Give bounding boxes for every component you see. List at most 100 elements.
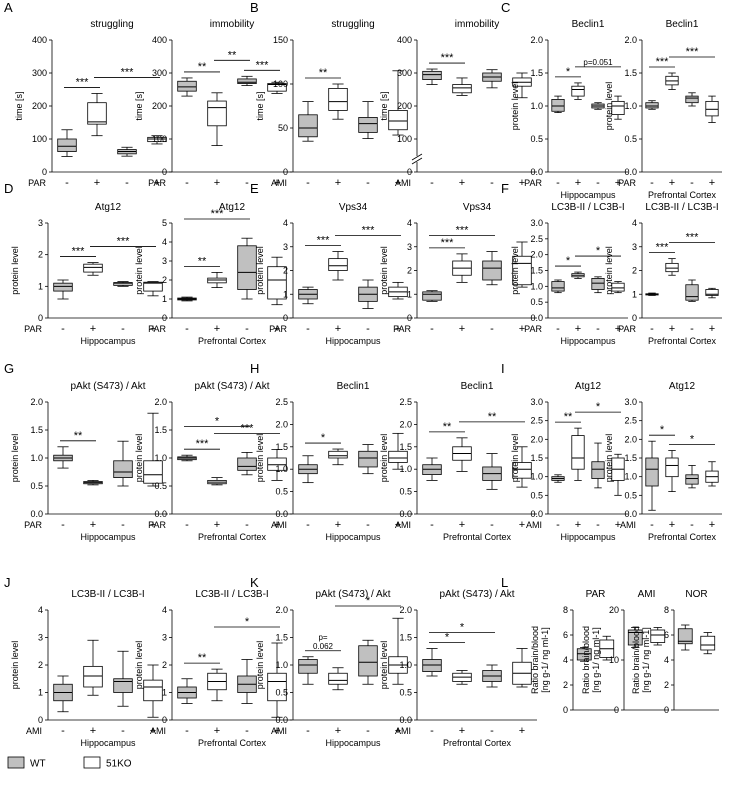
significance-label: p= bbox=[318, 633, 327, 642]
y-tick-label: 1.5 bbox=[530, 266, 543, 276]
box-3 bbox=[482, 664, 502, 688]
y-tick-label: 2.0 bbox=[530, 434, 543, 444]
box-iqr bbox=[267, 672, 287, 702]
y-axis-label: protein level bbox=[134, 434, 144, 483]
y-tick-label: 4 bbox=[563, 655, 568, 665]
box-iqr bbox=[551, 281, 565, 292]
y-axis-label: protein level bbox=[134, 641, 144, 690]
box-1 bbox=[422, 648, 442, 677]
panel-title: LC3B-II / LC3B-I bbox=[195, 589, 268, 600]
panel-letter: D bbox=[4, 181, 13, 196]
y-axis-label: protein level bbox=[604, 434, 614, 483]
significance-label: *** bbox=[196, 438, 210, 450]
x-sign-label: + bbox=[335, 177, 341, 189]
y-tick-label: 3.0 bbox=[530, 218, 543, 228]
y-axis-label: Ratio brain/blood bbox=[581, 626, 591, 694]
y-tick-label: 2.5 bbox=[275, 397, 288, 407]
x-sign-label: - bbox=[596, 323, 600, 335]
factor-label: AMI bbox=[620, 520, 636, 530]
panel-15: H 0.0 0.5 1.0 1.5 2.0 2.5 protein level Beclin1 *… bbox=[250, 361, 413, 542]
box-1 bbox=[177, 296, 197, 302]
panel-18: 0.0 0.5 1.0 1.5 2.0 2.5 3.0 protein level Atg12 *… bbox=[604, 381, 722, 542]
significance-label: *** bbox=[256, 59, 270, 71]
y-tick-label: 1 bbox=[38, 688, 43, 698]
y-tick-label: 0.5 bbox=[530, 297, 543, 307]
y-axis-label: protein level bbox=[510, 434, 520, 483]
panel-title: immobility bbox=[455, 19, 499, 30]
y-tick-label: 1 bbox=[407, 289, 412, 299]
significance-label: *** bbox=[76, 76, 90, 88]
y-axis-label: protein level bbox=[379, 434, 389, 483]
legend-swatch-51ko bbox=[83, 756, 101, 769]
panel-title: Beclin1 bbox=[666, 19, 699, 30]
box-iqr bbox=[685, 474, 699, 485]
x-sign-label: + bbox=[214, 323, 220, 335]
box-1 bbox=[298, 455, 318, 484]
panel-21: K 0.0 0.5 1.0 1.5 2.0 protein level pAkt (S473)… bbox=[250, 575, 413, 748]
x-sign-label: - bbox=[185, 725, 189, 737]
x-sign-label: - bbox=[650, 177, 654, 189]
y-tick-label: 0.0 bbox=[530, 509, 543, 519]
factor-label: AMI bbox=[271, 726, 287, 736]
y-tick-label: 1.5 bbox=[275, 442, 288, 452]
group-label: Prefrontal Cortex bbox=[648, 336, 717, 346]
y-axis-label: protein level bbox=[604, 82, 614, 131]
group-label: Hippocampus bbox=[325, 738, 381, 748]
box-3 bbox=[237, 237, 257, 300]
box-iqr bbox=[143, 679, 163, 702]
panel-title: PAR bbox=[586, 589, 606, 600]
significance-label: ** bbox=[488, 411, 497, 423]
box-3 bbox=[685, 279, 699, 302]
box-1 bbox=[53, 446, 73, 469]
y-tick-label: 0.5 bbox=[275, 487, 288, 497]
box-iqr bbox=[685, 284, 699, 301]
significance-label: *** bbox=[686, 46, 700, 58]
panel-title: NOR bbox=[685, 589, 707, 600]
x-sign-label: - bbox=[650, 519, 654, 531]
y-tick-label: 1.0 bbox=[30, 453, 43, 463]
x-sign-label: - bbox=[430, 519, 434, 531]
y-tick-label: 4 bbox=[162, 605, 167, 615]
x-sign-label: - bbox=[121, 519, 125, 531]
box-iqr bbox=[388, 450, 408, 463]
significance-label: *** bbox=[456, 225, 470, 237]
factor-label: AMI bbox=[395, 726, 411, 736]
panel-title: pAkt (S473) / Akt bbox=[439, 589, 514, 600]
box-4 bbox=[388, 281, 408, 300]
box-4 bbox=[267, 256, 287, 306]
box-iqr bbox=[665, 457, 679, 478]
y-tick-label: 1.0 bbox=[154, 453, 167, 463]
box-3 bbox=[113, 650, 133, 707]
y-tick-label: 0 bbox=[42, 167, 47, 177]
group-label: Hippocampus bbox=[560, 336, 616, 346]
group-label: Hippocampus bbox=[560, 190, 616, 200]
x-sign-label: + bbox=[395, 725, 401, 737]
box-iqr bbox=[685, 95, 699, 104]
y-tick-label: 2 bbox=[162, 275, 167, 285]
box-3 bbox=[113, 281, 133, 287]
box-2 bbox=[207, 477, 227, 486]
box-4 bbox=[147, 135, 167, 145]
factor-label: PAR bbox=[148, 324, 166, 334]
box-2 bbox=[665, 450, 679, 493]
significance-label: * bbox=[321, 432, 326, 444]
panel-title: Beclin1 bbox=[461, 381, 494, 392]
box-4 bbox=[705, 461, 719, 487]
y-tick-label: 2.0 bbox=[275, 419, 288, 429]
y-tick-label: 2.0 bbox=[530, 250, 543, 260]
group-label: Prefrontal Cortex bbox=[198, 532, 267, 542]
box-4 bbox=[512, 446, 532, 488]
x-sign-label: - bbox=[650, 323, 654, 335]
y-tick-label: 2.0 bbox=[530, 35, 543, 45]
box-4 bbox=[611, 281, 625, 294]
x-sign-label: + bbox=[90, 519, 96, 531]
x-sign-label: + bbox=[154, 177, 160, 189]
x-sign-label: - bbox=[430, 323, 434, 335]
x-sign-label: - bbox=[65, 177, 69, 189]
y-tick-label: 200 bbox=[152, 101, 167, 111]
box-1 bbox=[57, 129, 77, 157]
x-sign-label: - bbox=[430, 725, 434, 737]
box-1 bbox=[551, 95, 565, 113]
